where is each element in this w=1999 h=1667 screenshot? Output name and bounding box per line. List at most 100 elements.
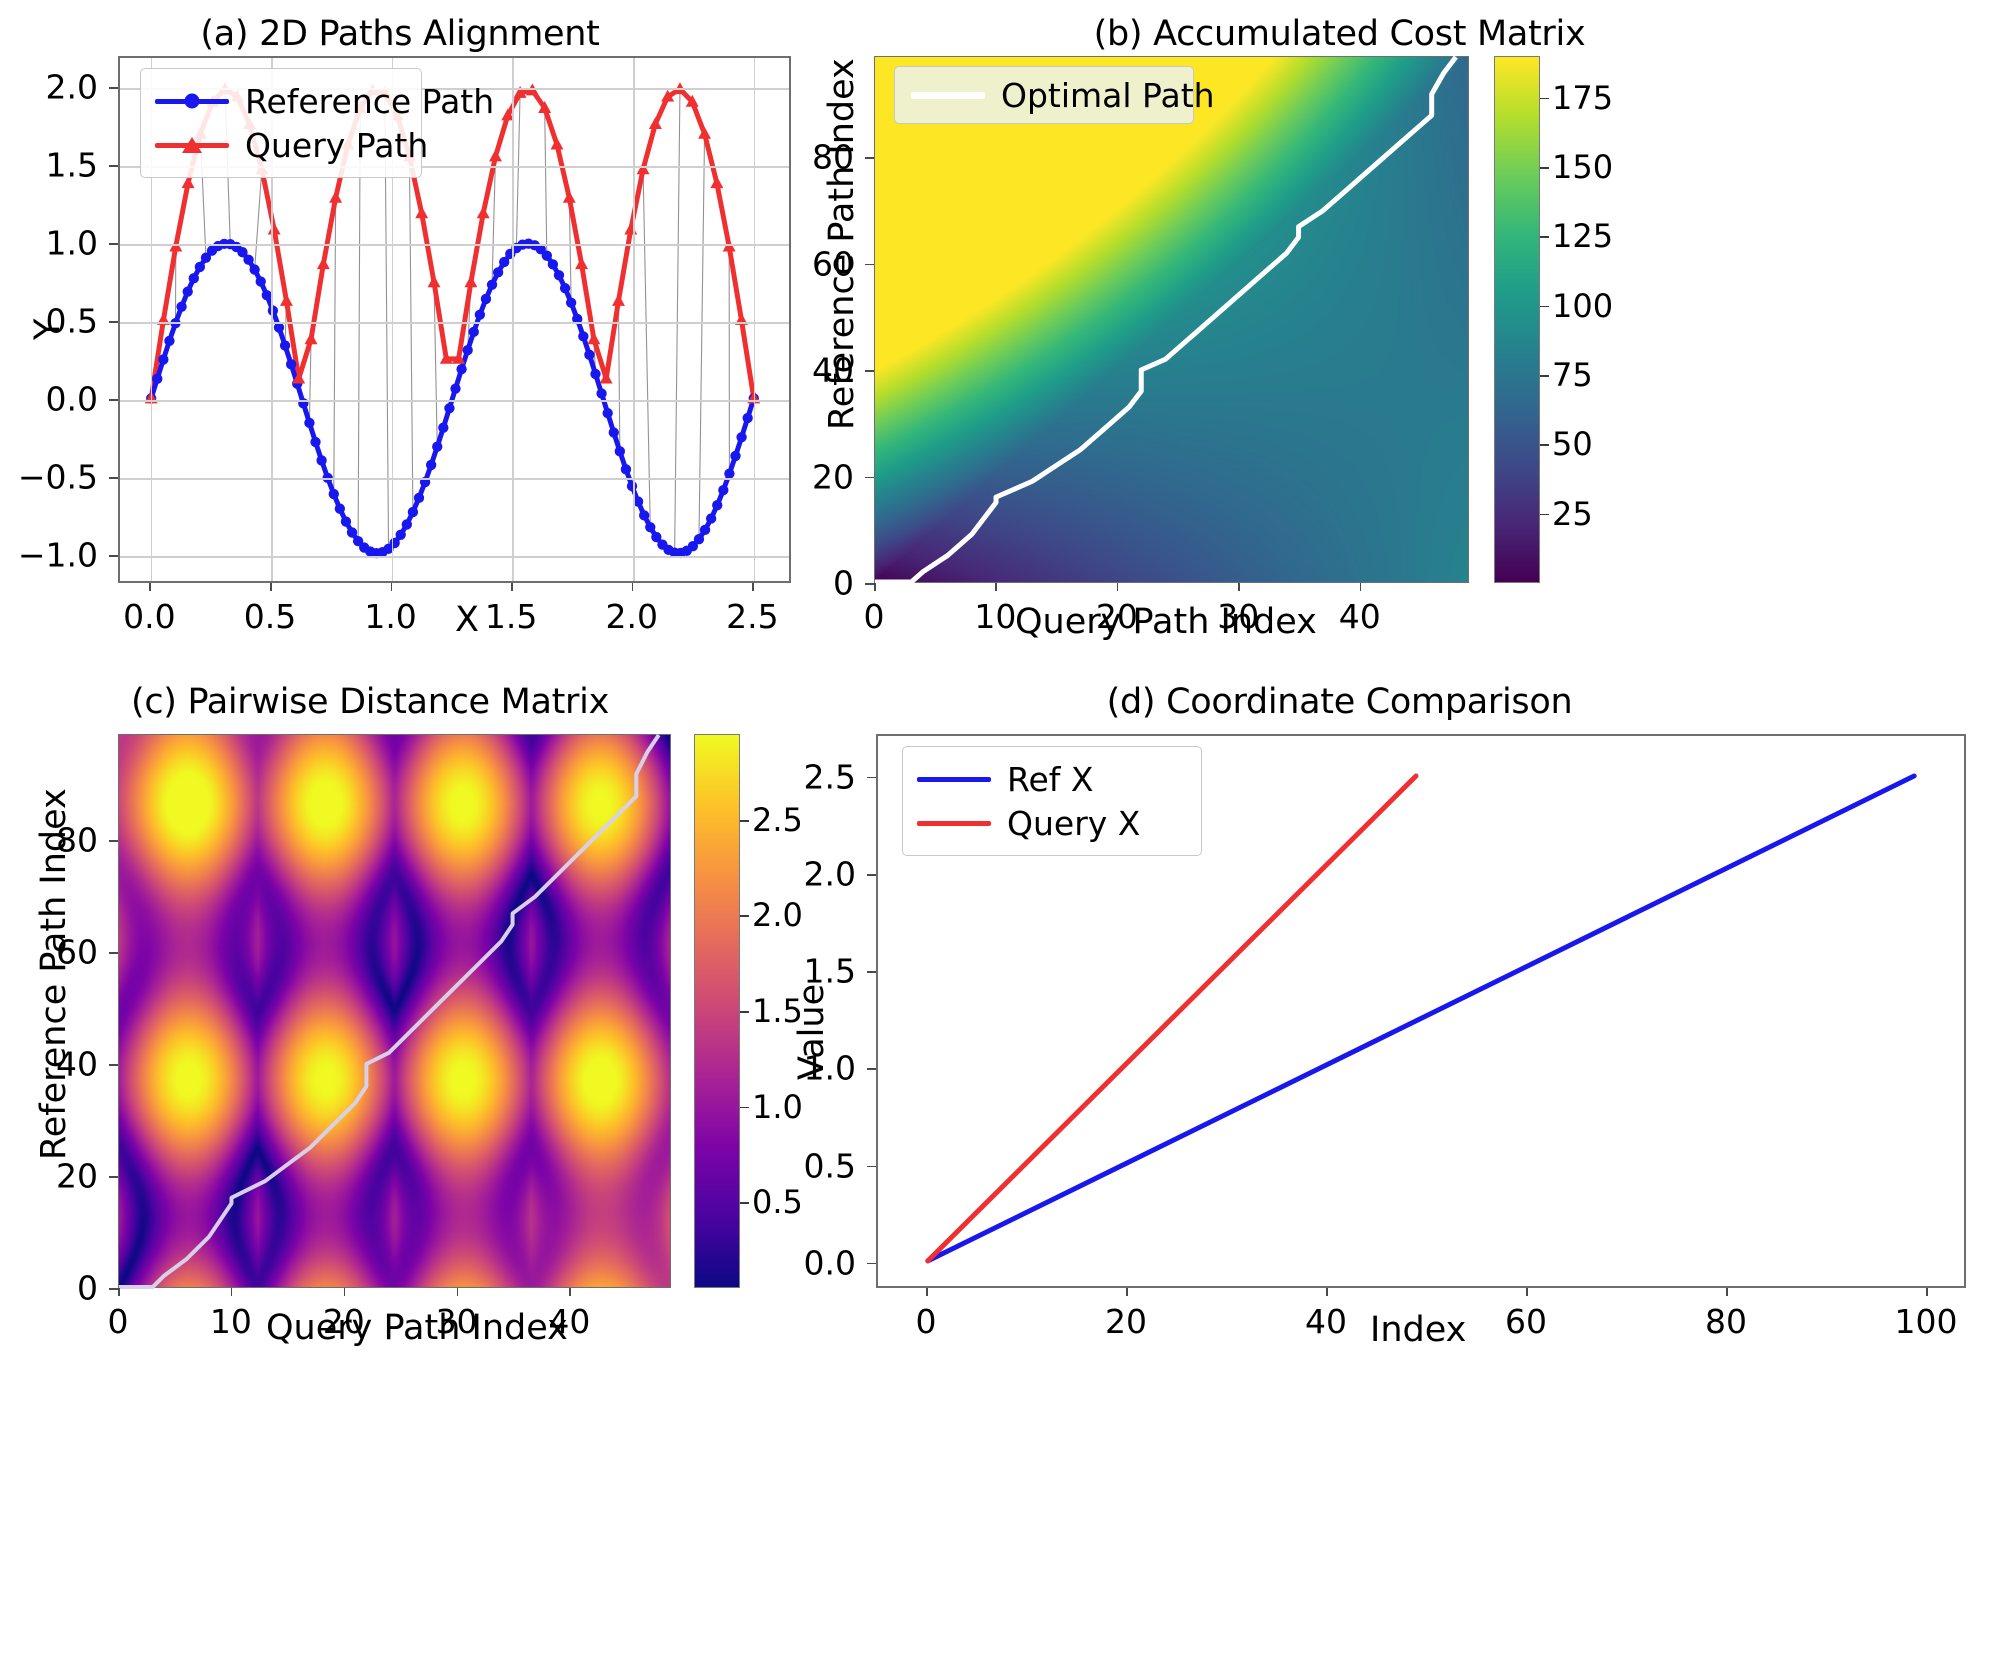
panel-b-title: (b) Accumulated Cost Matrix	[1093, 14, 1586, 54]
panel-c-xlabel: Query Path Index	[266, 1308, 568, 1348]
x-tick-label: 80	[1705, 1302, 1747, 1341]
colorbar-tick-label: 25	[1552, 494, 1593, 533]
legend-label-optimal-path: Optimal Path	[1001, 75, 1215, 115]
panel-c-colorbar	[694, 734, 740, 1288]
y-tick-label: 40	[812, 350, 854, 390]
x-tick-label: 20	[1095, 597, 1138, 636]
x-tick-label: 0	[107, 1302, 129, 1341]
panel-a-ylabel: Y	[28, 318, 68, 340]
panel-d-legend: Ref X Query X	[902, 746, 1202, 856]
colorbar-tick-label: 2.5	[752, 800, 803, 839]
y-tick-label: −0.5	[17, 457, 98, 497]
colorbar-tick-label: 50	[1552, 425, 1593, 464]
x-tick-label: 20	[322, 1302, 365, 1341]
y-tick-label: 1.0	[803, 1048, 856, 1088]
legend-item-query-path: Query Path	[155, 123, 428, 167]
panel-b-optimal-path	[875, 55, 1458, 585]
legend-item-ref-x: Ref X	[917, 757, 1183, 801]
panel-d-ylabel: Value	[792, 983, 832, 1080]
colorbar-tick-label: 150	[1552, 147, 1614, 186]
y-tick-label: 20	[812, 457, 854, 497]
panel-d: (d) Coordinate Comparison 0 20 40 60 80 100 0.…	[792, 650, 1999, 1667]
x-tick-label: 1.0	[364, 597, 417, 636]
legend-label-query-path: Query Path	[245, 125, 429, 165]
panel-b-ylabel: Reference Path Index	[822, 58, 862, 430]
panel-c-heatmap	[119, 735, 670, 1287]
x-tick-label: 40	[1305, 1302, 1347, 1341]
y-tick-label: 60	[812, 244, 854, 284]
colorbar-tick-label: 125	[1552, 217, 1614, 256]
legend-item-optimal-path: Optimal Path	[911, 73, 1215, 117]
query-path-swatch-icon	[155, 137, 229, 153]
x-tick-label: 0.5	[243, 597, 297, 636]
x-tick-label: 2.5	[726, 597, 779, 636]
y-tick-label: 2.5	[803, 757, 856, 797]
colorbar-tick-label: 175	[1552, 78, 1614, 117]
panel-c-optimal-path	[119, 733, 661, 1289]
x-tick-label: 30	[1217, 597, 1260, 636]
x-tick-label: 20	[1105, 1302, 1147, 1341]
optimal-path-swatch-icon	[911, 91, 985, 99]
panel-a-title: (a) 2D Paths Alignment	[200, 14, 600, 54]
panel-b-legend: Optimal Path	[894, 66, 1215, 124]
y-tick-label: 0	[833, 563, 854, 603]
x-tick-label: 1.5	[484, 597, 538, 636]
x-tick-label: 10	[974, 597, 1017, 636]
panel-b-axes	[874, 55, 1469, 585]
y-tick-label: 0.0	[45, 379, 98, 419]
panel-a-legend: Reference Path Query Path	[140, 68, 494, 178]
x-tick-label: 0	[915, 1302, 937, 1341]
x-tick-label: 2.0	[605, 597, 659, 636]
x-tick-label: 10	[209, 1302, 252, 1341]
legend-item-reference-path: Reference Path	[155, 79, 494, 123]
colorbar-tick-label: 1.5	[752, 992, 803, 1030]
y-tick-label: 2.0	[803, 854, 856, 894]
panel-d-plot	[925, 773, 1917, 1264]
y-tick-label: 60	[56, 932, 98, 972]
legend-label-query-x: Query X	[1007, 803, 1141, 843]
panel-b-heatmap	[875, 57, 1468, 582]
panel-c-ylabel: Reference Path Index	[34, 788, 74, 1160]
panel-a: (a) 2D Paths Alignment 0.0 0.5 1.0 1.5 2.0 2.…	[0, 0, 800, 650]
panel-d-title: (d) Coordinate Comparison	[1106, 682, 1573, 722]
y-tick-label: 80	[812, 137, 854, 177]
x-tick-label: 0	[863, 597, 885, 636]
y-tick-label: 0.0	[803, 1243, 856, 1283]
y-tick-label: 0.5	[45, 301, 98, 341]
x-tick-label: 30	[435, 1302, 478, 1341]
legend-item-query-x: Query X	[917, 801, 1183, 845]
panel-c-title: (c) Pairwise Distance Matrix	[131, 682, 609, 722]
y-tick-label: 2.0	[45, 67, 98, 107]
y-tick-label: −1.0	[17, 535, 98, 575]
y-tick-label: 0.5	[803, 1146, 856, 1186]
y-tick-label: 40	[56, 1044, 98, 1084]
x-tick-label: 40	[1338, 597, 1381, 636]
panel-b-xlabel: Query Path Index	[1015, 602, 1317, 642]
y-tick-label: 1.5	[45, 145, 98, 185]
x-tick-label: 60	[1505, 1302, 1547, 1341]
x-tick-label: 40	[548, 1302, 591, 1341]
ref-x-swatch-icon	[917, 776, 991, 782]
legend-label-reference-path: Reference Path	[245, 81, 495, 121]
panel-a-axes	[118, 56, 791, 583]
reference-path-swatch-icon	[155, 93, 229, 109]
colorbar-tick-label: 75	[1552, 355, 1593, 394]
x-tick-label: 100	[1894, 1302, 1958, 1341]
y-tick-label: 1.5	[803, 951, 856, 991]
legend-label-ref-x: Ref X	[1007, 759, 1094, 799]
colorbar-tick-label: 0.5	[752, 1183, 803, 1222]
panel-b: (b) Accumulated Cost Matrix 0 10 20 30 40 0 20…	[800, 0, 1999, 650]
colorbar-tick-label: 2.0	[752, 896, 803, 935]
colorbar-tick-label: 100	[1552, 286, 1614, 325]
y-tick-label: 1.0	[45, 223, 98, 263]
x-tick-label: 0.0	[123, 597, 176, 636]
panel-b-colorbar	[1494, 56, 1540, 583]
y-tick-label: 80	[56, 820, 98, 860]
y-tick-label: 0	[77, 1268, 98, 1308]
panel-c: (c) Pairwise Distance Matrix 0 10 20 30 40 0 2…	[0, 650, 803, 1667]
colorbar-tick-label: 1.0	[752, 1087, 803, 1126]
panel-c-axes	[118, 733, 671, 1289]
query-x-swatch-icon	[917, 820, 991, 826]
panel-a-xlabel: X	[455, 600, 479, 640]
